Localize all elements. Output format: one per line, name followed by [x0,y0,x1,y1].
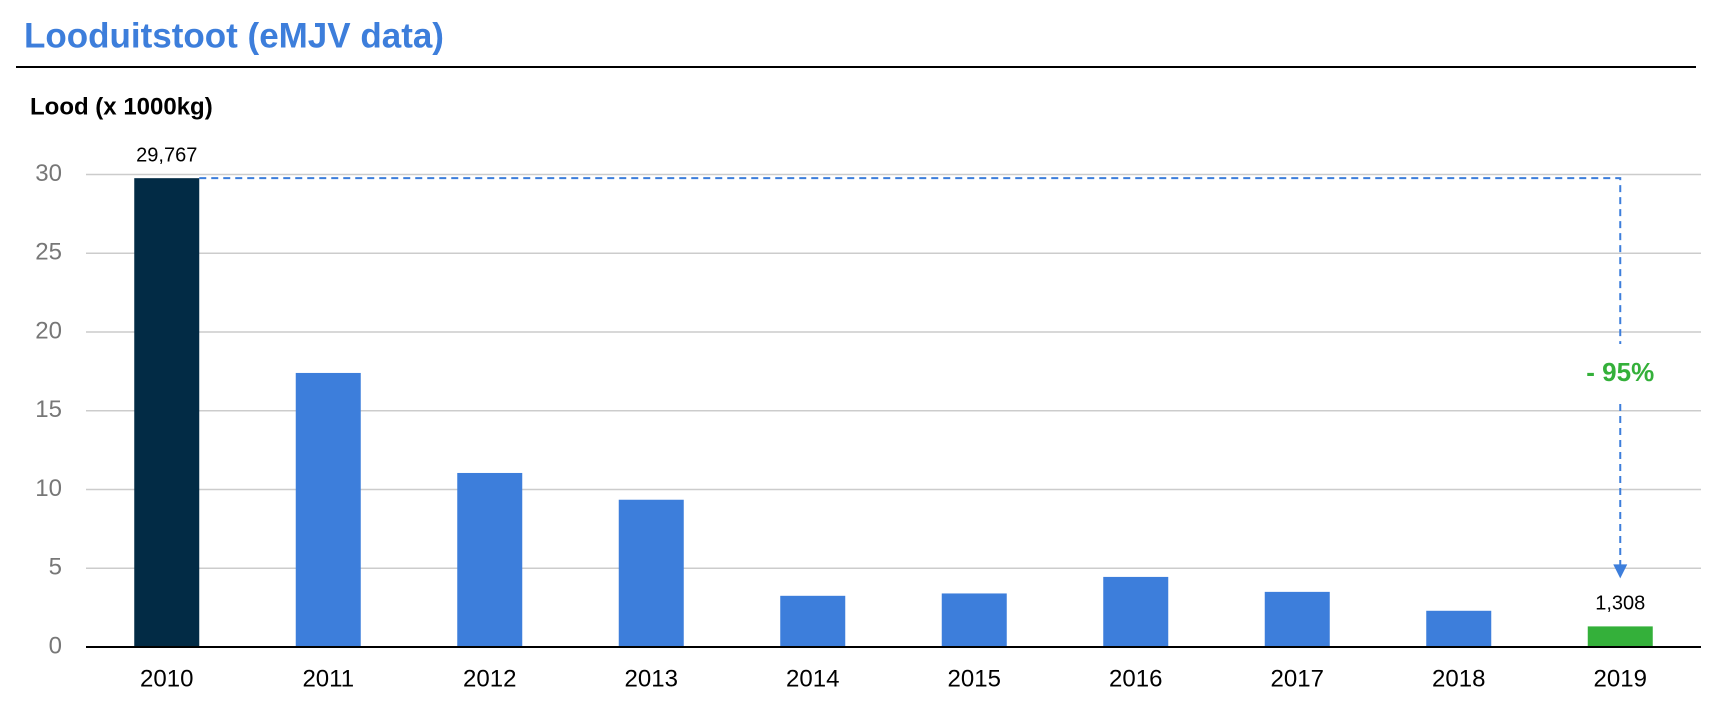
x-tick-label: 2011 [302,665,354,692]
y-tick-label: 25 [35,239,62,266]
x-tick-label: 2019 [1594,665,1647,692]
y-tick-label: 20 [35,317,62,344]
y-axis-label: Lood (x 1000kg) [30,93,213,120]
x-tick-label: 2015 [948,665,1001,692]
x-tick-label: 2013 [625,665,678,692]
y-tick-label: 5 [49,554,62,581]
bar [457,472,523,647]
x-tick-label: 2017 [1271,665,1324,692]
y-tick-label: 0 [49,632,62,659]
y-tick-label: 10 [35,475,62,502]
x-tick-label: 2018 [1432,665,1485,692]
y-tick-label: 30 [35,160,62,187]
bar [1264,591,1330,647]
x-tick-label: 2014 [786,665,839,692]
x-tick-label: 2012 [463,665,516,692]
bar [941,593,1007,647]
bar [295,372,361,647]
x-tick-label: 2016 [1109,665,1162,692]
bar [780,595,846,647]
chart-title: Looduitstoot (eMJV data) [24,16,444,55]
arrow-line [199,177,1622,344]
y-tick-label: 15 [35,396,62,423]
bar [1587,626,1653,647]
value-label: 29,767 [136,144,197,166]
annotation: - 95% [1586,357,1654,387]
bar [618,499,684,647]
value-label: 1,308 [1595,593,1645,615]
bar [1426,610,1492,647]
bar [134,178,200,648]
arrow-head [1613,564,1628,579]
x-tick-label: 2010 [140,665,193,692]
bar [1103,576,1169,647]
